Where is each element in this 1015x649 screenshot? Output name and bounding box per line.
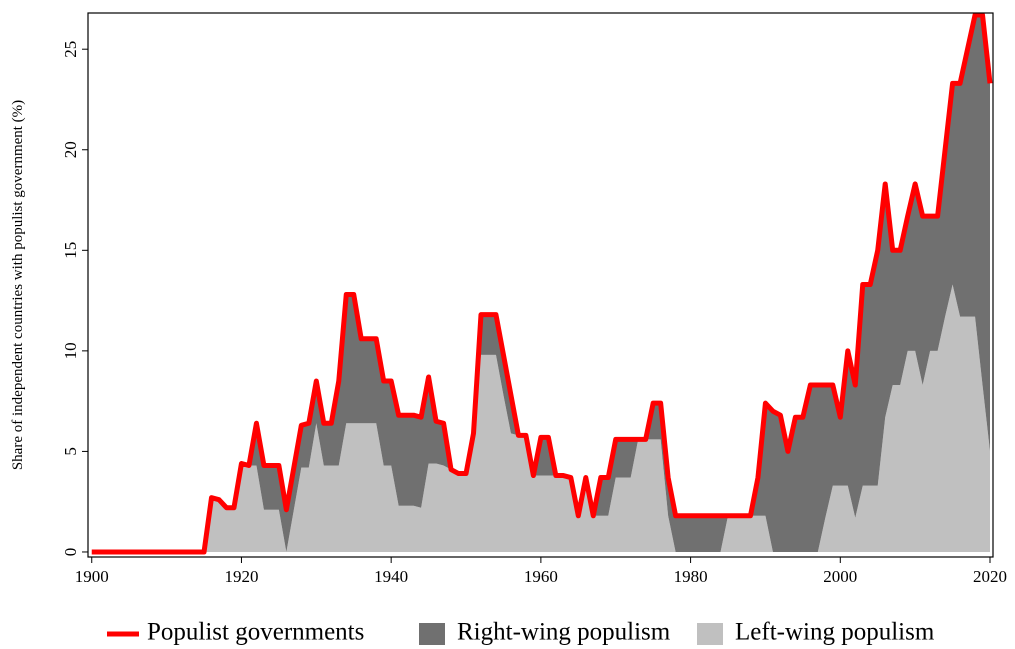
x-tick-label: 1940 [374,567,408,586]
legend-swatch [419,623,445,645]
y-tick-label: 0 [61,548,80,557]
x-tick-label: 1920 [224,567,258,586]
x-tick-label: 1900 [75,567,109,586]
y-tick-label: 20 [61,141,80,158]
line [91,12,993,555]
legend-label: Right-wing populism [457,619,671,646]
x-tick-label: 2000 [823,567,857,586]
y-tick-label: 15 [61,242,80,259]
x-tick-label: 1980 [674,567,708,586]
y-tick-label: 10 [61,342,80,359]
y-tick-label: 5 [61,447,80,456]
x-tick-label: 2020 [973,567,1007,586]
legend-label: Left-wing populism [735,619,935,646]
legend-swatch [697,623,723,645]
y-axis-title: Share of independent countries with popu… [10,100,26,470]
y-tick-label: 25 [61,41,80,58]
area [91,284,991,552]
legend-label: Populist governments [147,619,364,646]
area [91,15,991,552]
x-tick-label: 1960 [524,567,558,586]
